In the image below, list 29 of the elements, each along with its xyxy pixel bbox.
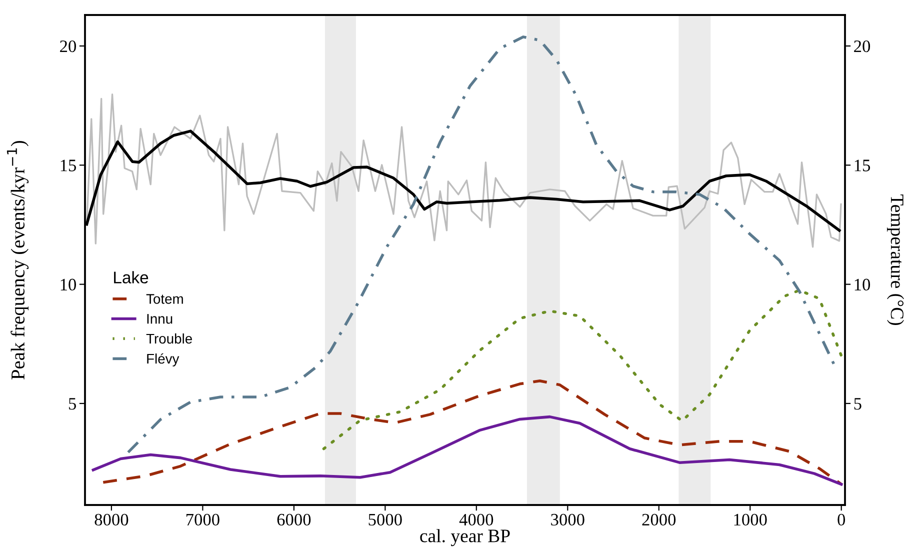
y-tick-label: 10: [60, 278, 76, 291]
x-tick-label: 3000: [551, 514, 584, 526]
x-tick-label: 8000: [94, 514, 128, 526]
y-axis-title: Peak frequency (events/kyr$^{−1}$): [6, 140, 29, 380]
legend-label: Innu: [147, 314, 172, 324]
y2-tick-label: 5: [854, 398, 862, 410]
x-tick-label: 7000: [186, 514, 220, 526]
x-tick-label: 2000: [642, 514, 676, 526]
y2-tick-label: 10: [854, 278, 870, 291]
x-tick-label: 5000: [368, 514, 402, 526]
line-series: [92, 415, 843, 486]
y2-tick-label: 20: [854, 40, 870, 52]
line-series: [102, 379, 843, 486]
legend-label: Flévy: [147, 353, 180, 366]
x-tick-label: 6000: [277, 514, 311, 526]
line-series: [86, 94, 842, 248]
y-tick-label: 20: [60, 40, 76, 52]
y2-tick-label: 15: [854, 160, 870, 172]
legend-label: Totem: [146, 294, 183, 304]
x-tick-label: 4000: [459, 514, 494, 526]
line-series: [322, 288, 843, 450]
x-tick-label: 0: [838, 514, 846, 526]
y-tick-label: 5: [68, 398, 76, 410]
x-tick-label: 1000: [734, 514, 767, 526]
y-tick-label: 15: [60, 160, 76, 172]
legend-title: Lake: [114, 271, 148, 284]
y2-axis-title: Temperature (°C): [887, 194, 904, 325]
x-axis-title: cal. year BP: [420, 529, 510, 546]
legend-label: Trouble: [146, 333, 192, 344]
